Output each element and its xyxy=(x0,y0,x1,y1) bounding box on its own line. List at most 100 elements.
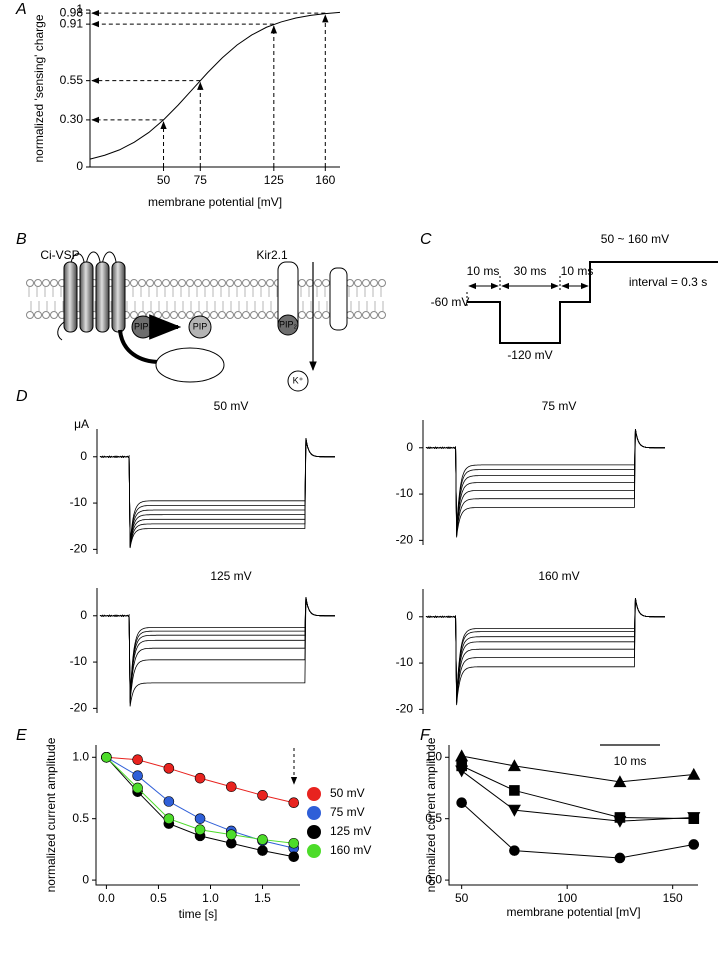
data-point xyxy=(101,751,112,763)
y-tick-label: 0.30 xyxy=(60,112,84,126)
lipid-head xyxy=(210,311,218,319)
data-point xyxy=(688,839,700,850)
current-trace xyxy=(99,438,335,549)
x-tick-label: 50 xyxy=(157,173,171,187)
data-point xyxy=(509,845,520,856)
y-axis-label: normalized 'sensing' charge xyxy=(32,14,46,162)
lipid-head xyxy=(266,279,274,287)
lipid-head xyxy=(34,279,42,287)
data-point xyxy=(288,797,300,809)
lipid-head xyxy=(234,279,242,287)
lipid-head xyxy=(354,311,362,319)
lipid-head xyxy=(130,279,138,287)
legend-label: 50 mV xyxy=(330,786,365,800)
current-trace xyxy=(99,438,335,545)
holding-label: -60 mV xyxy=(431,295,470,309)
lipid-head xyxy=(26,311,34,319)
lipid-head xyxy=(378,311,386,319)
y-tick-label: 1 xyxy=(76,2,83,16)
x-axis-label: time [s] xyxy=(179,907,218,921)
lipid-head xyxy=(178,311,186,319)
y-axis-label: normalized current amplitude xyxy=(424,737,438,892)
protein-label: Kir2.1 xyxy=(256,248,288,262)
series-line xyxy=(461,765,694,820)
y-tick-label: 0 xyxy=(82,872,89,886)
x-axis-label: membrane potential [mV] xyxy=(148,195,282,209)
y-tick-label: 0.55 xyxy=(60,73,84,87)
current-trace xyxy=(99,438,335,545)
data-point xyxy=(257,834,268,845)
data-point xyxy=(288,851,300,863)
lipid-head xyxy=(146,279,154,287)
lipid-head xyxy=(138,279,146,287)
data-point xyxy=(132,754,143,766)
x-tick-label: 100 xyxy=(557,891,577,905)
ci-vsp xyxy=(57,251,225,383)
lipid-head xyxy=(314,279,322,287)
scale-bar-label: 10 ms xyxy=(614,754,647,768)
lipid-head xyxy=(194,279,202,287)
legend-marker xyxy=(307,844,321,858)
lipid-head xyxy=(242,311,250,319)
y-tick-label: 1.0 xyxy=(72,749,89,763)
protein-label: Ci-VSP xyxy=(40,248,79,262)
legend-marker xyxy=(307,825,321,839)
panel-label: E xyxy=(16,727,27,744)
current-trace xyxy=(425,598,665,701)
duration-label: 10 ms xyxy=(561,264,594,278)
lipid-head xyxy=(298,311,306,319)
y-tick-label: 1.0 xyxy=(425,749,442,763)
current-trace xyxy=(99,438,335,546)
data-point xyxy=(614,852,626,864)
panel-title: 50 mV xyxy=(214,399,249,413)
x-tick-label: 0.5 xyxy=(150,891,167,905)
lipid-head xyxy=(314,311,322,319)
y-unit-label: μA xyxy=(74,417,89,431)
current-trace xyxy=(425,598,665,703)
current-trace xyxy=(425,598,665,706)
lipid-head xyxy=(370,279,378,287)
current-trace xyxy=(99,597,335,704)
lipid-head xyxy=(186,279,194,287)
y-tick-label: -20 xyxy=(70,542,88,556)
lipid-head xyxy=(218,311,226,319)
x-tick-label: 150 xyxy=(663,891,683,905)
current-trace xyxy=(425,598,665,704)
lipid-head xyxy=(210,279,218,287)
lipid-head xyxy=(130,311,138,319)
y-tick-label: -20 xyxy=(70,701,88,715)
data-point xyxy=(507,804,521,817)
data-point xyxy=(163,763,175,774)
data-point xyxy=(226,781,237,793)
lipid-head xyxy=(202,279,210,287)
y-tick-label: -10 xyxy=(396,486,414,500)
data-point xyxy=(613,815,627,828)
legend-label: 75 mV xyxy=(330,805,365,819)
data-point xyxy=(163,813,175,824)
y-tick-label: -20 xyxy=(396,702,414,716)
lipid-head xyxy=(322,279,330,287)
y-tick-label: 0 xyxy=(406,440,413,454)
panel-label: A xyxy=(15,1,27,18)
series-line xyxy=(461,802,694,859)
lipid-head xyxy=(42,311,50,319)
current-trace xyxy=(425,429,665,538)
data-point xyxy=(132,770,143,782)
current-trace xyxy=(99,597,335,701)
x-tick-label: 125 xyxy=(264,173,284,187)
panel-label: D xyxy=(16,388,28,405)
panel-label: B xyxy=(16,231,27,248)
current-trace xyxy=(425,429,665,533)
current-trace xyxy=(425,598,665,702)
panel-label: F xyxy=(420,727,431,744)
voltage-protocol xyxy=(466,261,718,344)
lipid-head xyxy=(226,279,234,287)
kir2-1 xyxy=(277,261,348,392)
step-label: 50 ~ 160 mV xyxy=(601,232,669,246)
panel-title: 125 mV xyxy=(210,569,251,583)
y-axis-label: normalized current amplitude xyxy=(44,737,58,892)
x-tick-label: 75 xyxy=(194,173,208,187)
lipid-label: PIP xyxy=(193,321,208,331)
lipid-head xyxy=(162,311,170,319)
